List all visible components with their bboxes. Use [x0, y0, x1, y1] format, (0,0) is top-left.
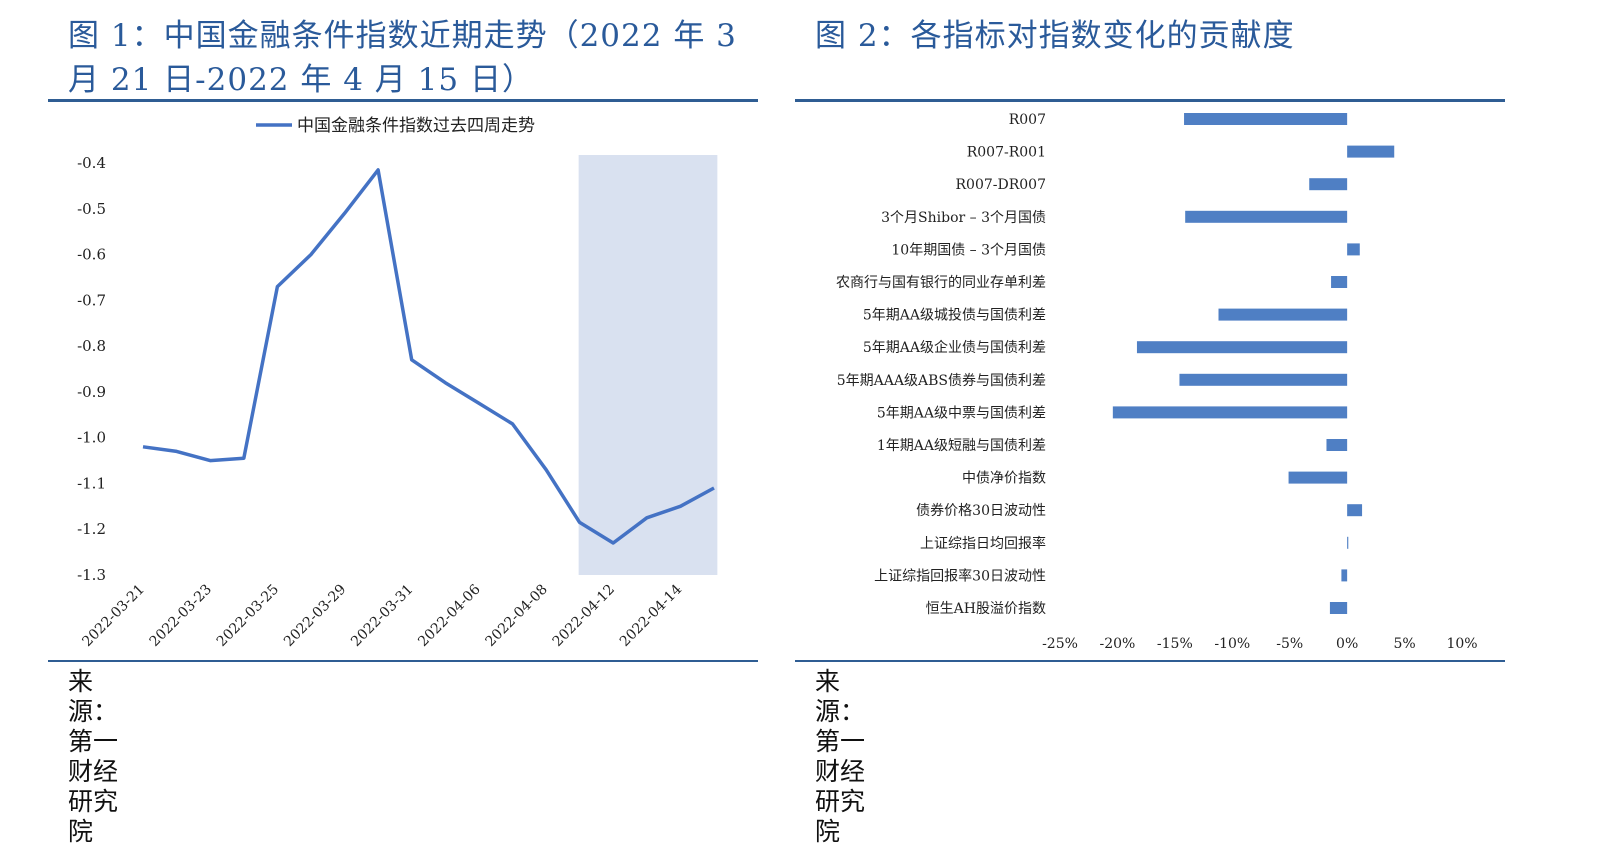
x-tick-label: -10% [1214, 636, 1250, 652]
category-label: R007 [1009, 112, 1046, 128]
x-tick-label: 2022-03-29 [281, 582, 349, 650]
y-tick-label: -0.7 [77, 291, 106, 309]
right-title-rule [795, 99, 1505, 102]
left-source: 来源：第一财经研究院 [68, 667, 119, 846]
right-source: 来源：第一财经研究院 [815, 667, 866, 846]
bar [1341, 569, 1348, 582]
category-label: 5年期AA级城投债与国债利差 [863, 308, 1046, 324]
bar [1136, 341, 1348, 354]
x-tick-label: -5% [1276, 636, 1303, 652]
x-tick-label: 2022-04-06 [415, 581, 483, 649]
left-chart-title-line1: 图 1：中国金融条件指数近期走势（2022 年 3 [68, 18, 737, 54]
category-label: 农商行与国有银行的同业存单利差 [836, 275, 1046, 291]
category-label: 5年期AA级企业债与国债利差 [863, 339, 1046, 356]
bar [1288, 471, 1348, 484]
bar-chart: R007 R007-R001 R007-DR007 3个月Shibor – 3个月国债… [836, 112, 1478, 652]
y-tick-label: -1.2 [77, 520, 106, 538]
x-tick-label: 2022-03-23 [147, 582, 215, 650]
x-tick-label: 2022-04-08 [482, 582, 550, 650]
left-chart-title-line2: 月 21 日-2022 年 4 月 15 日） [68, 62, 534, 98]
bar [1326, 439, 1348, 451]
x-tick-label: 0% [1336, 636, 1358, 652]
bar [1185, 210, 1348, 223]
category-label: 5年期AA级中票与国债利差 [877, 405, 1046, 421]
series-line [142, 168, 715, 545]
bar [1347, 243, 1360, 256]
category-label: 1年期AA级短融与国债利差 [877, 438, 1046, 454]
line-chart: -0.4 -0.5 -0.6 -0.7 -0.8 -0.9 -1.0 -1.1 -1.2 -1.3… [77, 116, 718, 650]
y-tick-label: -0.6 [77, 246, 106, 264]
x-tick-label: -25% [1042, 636, 1078, 652]
right-chart-title: 图 2：各指标对指数变化的贡献度 [815, 18, 1295, 54]
category-label: 3个月Shibor – 3个月国债 [881, 210, 1046, 226]
x-tick-label: 2022-04-12 [550, 582, 618, 650]
category-label: R007-R001 [967, 145, 1046, 161]
right-source-rule [795, 660, 1505, 662]
bar [1309, 178, 1348, 191]
bar [1184, 113, 1348, 125]
category-label: 债券价格30日波动性 [916, 503, 1046, 519]
bar [1347, 145, 1395, 158]
bar [1179, 373, 1348, 386]
bar [1347, 536, 1349, 549]
y-tick-label: -1.1 [77, 474, 106, 492]
bar [1112, 406, 1348, 419]
left-title-rule [48, 99, 758, 102]
bar [1331, 276, 1348, 288]
legend-label: 中国金融条件指数过去四周走势 [297, 116, 535, 136]
y-tick-label: -0.9 [77, 383, 106, 401]
category-label: 恒生AH股溢价指数 [926, 601, 1046, 617]
category-label: 上证综指日均回报率 [920, 535, 1046, 552]
y-tick-label: -1.3 [77, 566, 106, 584]
x-tick-label: 2022-03-25 [214, 582, 282, 650]
x-tick-label: -20% [1099, 636, 1135, 652]
x-tick-label: 2022-03-31 [348, 582, 416, 650]
y-tick-label: -0.8 [77, 337, 106, 355]
y-tick-label: -0.5 [77, 200, 106, 218]
x-tick-label: 2022-03-21 [79, 582, 147, 650]
x-tick-label: -15% [1157, 636, 1193, 652]
bar [1347, 504, 1363, 517]
category-label: R007-DR007 [956, 177, 1046, 193]
y-tick-label: -1.0 [77, 429, 106, 447]
left-source-rule [48, 660, 758, 662]
x-tick-label: 10% [1446, 636, 1477, 652]
category-label: 中债净价指数 [962, 471, 1046, 487]
category-label: 10年期国债 – 3个月国债 [891, 242, 1046, 258]
category-label: 上证综指回报率30日波动性 [874, 567, 1046, 584]
x-tick-label: 5% [1393, 636, 1415, 652]
bar [1329, 602, 1348, 614]
shaded-region [578, 155, 718, 575]
y-tick-label: -0.4 [77, 154, 106, 172]
category-label: 5年期AAA级ABS债券与国债利差 [837, 373, 1046, 389]
x-tick-label: 2022-04-14 [617, 581, 685, 649]
bar [1218, 308, 1348, 321]
